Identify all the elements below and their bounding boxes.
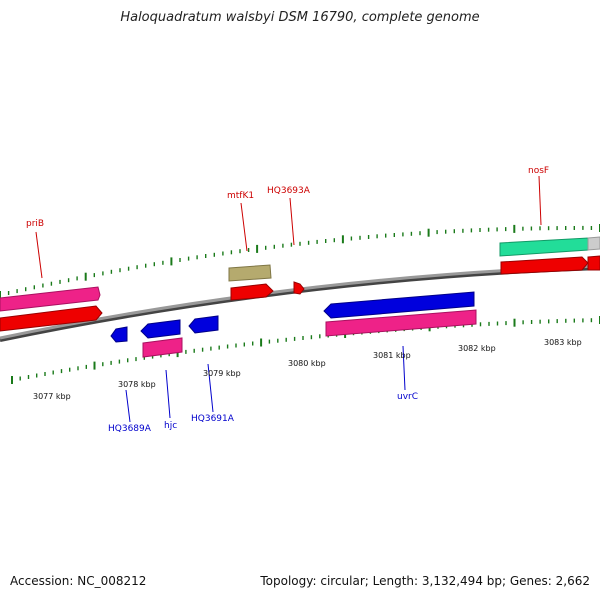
backbone [0,264,600,340]
gene-label-hq3691a[interactable]: HQ3691A [191,414,235,424]
gene-blue-hq3691a[interactable] [188,315,219,334]
gene-label-hq3693a[interactable]: HQ3693A [267,186,311,196]
gene-pink-pribe[interactable] [0,286,101,312]
gene-blue-uvrc[interactable] [323,291,475,319]
tick-label-3077: 3077 kbp [33,392,71,401]
genome-summary-text: Topology: circular; Length: 3,132,494 bp… [260,574,590,588]
tick-label-3082: 3082 kbp [458,344,496,353]
gene-label-hq3689a[interactable]: HQ3689A [108,424,152,434]
map-title: Haloquadratum walsbyi DSM 16790, complet… [120,10,480,25]
gene-features [0,236,600,358]
tick-label-3080: 3080 kbp [288,359,326,368]
gene-label-hjc[interactable]: hjc [164,421,177,431]
gene-pink-uvrc[interactable] [325,309,477,337]
gene-green-nosf[interactable] [499,237,589,257]
backbone-shadow [0,266,600,342]
gene-red-right[interactable] [587,255,600,271]
gene-grey[interactable] [587,236,600,251]
gene-blue-hq3689a[interactable] [110,326,128,343]
gene-pink-hjc[interactable] [142,337,183,358]
tick-label-3079: 3079 kbp [203,369,241,378]
accession-text: Accession: NC_008212 [10,574,147,588]
gene-label-uvrc[interactable]: uvrC [397,392,418,402]
tick-label-3081: 3081 kbp [373,351,411,360]
gene-red-pribe[interactable] [0,305,103,332]
gene-blue-hjc[interactable] [140,319,181,339]
tick-label-3078: 3078 kbp [118,380,156,389]
label-leaders [35,175,542,423]
gene-red-mtfk1[interactable] [230,283,274,301]
tick-label-3083: 3083 kbp [544,338,582,347]
gene-label-mtfk1[interactable]: mtfK1 [227,191,254,201]
gene-khaki[interactable] [228,264,272,282]
gene-label-nosf[interactable]: nosF [528,166,549,176]
gene-label-prib[interactable]: priB [26,219,44,229]
gene-red-hq3693a[interactable] [293,281,305,295]
gene-red-nosf[interactable] [500,256,589,275]
